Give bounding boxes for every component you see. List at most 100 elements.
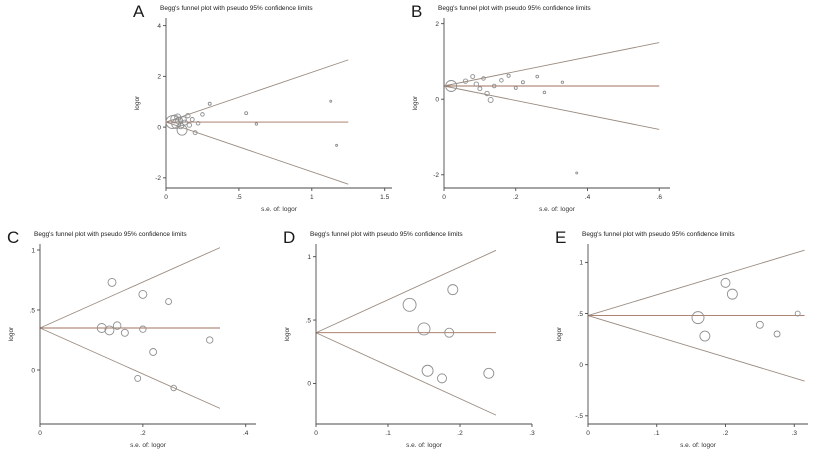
study-point: [112, 321, 122, 330]
study-point: [477, 86, 483, 92]
panel-letter-d: D: [283, 228, 296, 247]
study-point: [402, 297, 417, 312]
y-tick-label: .5: [30, 307, 36, 314]
y-tick-label: 4: [157, 23, 161, 30]
y-tick-label: 0: [157, 124, 161, 131]
study-point: [244, 111, 249, 116]
y-tick-label: 0: [31, 367, 35, 374]
study-point: [470, 74, 476, 80]
study-point: [189, 117, 195, 122]
panel-letter-c: C: [7, 228, 20, 247]
study-point: [138, 289, 148, 299]
y-tick-label: 0: [435, 97, 439, 104]
study-point: [699, 330, 711, 342]
panel-a: A Begg's funnel plot with pseudo 95% con…: [126, 2, 404, 218]
plot-title: Begg's funnel plot with pseudo 95% confi…: [310, 231, 463, 238]
plot-title: Begg's funnel plot with pseudo 95% confi…: [34, 231, 187, 238]
panel-letter-b: B: [411, 2, 423, 21]
funnel-upper-limit-line: [443, 42, 660, 87]
x-tick-label: 0: [586, 430, 590, 437]
x-axis-label: s.e. of: logor: [261, 206, 298, 213]
y-axis-label: logor: [412, 95, 419, 110]
y-tick-label: 0: [579, 362, 583, 369]
study-point: [726, 288, 738, 300]
panel-d: D Begg's funnel plot with pseudo 95% con…: [276, 228, 544, 454]
x-tick-label: 0: [314, 430, 318, 437]
plot-title: Begg's funnel plot with pseudo 95% confi…: [582, 231, 735, 238]
funnel-upper-limit-line: [587, 249, 805, 317]
study-point: [107, 277, 117, 287]
study-point: [487, 97, 494, 103]
study-point: [185, 113, 191, 119]
plot-svg: Begg's funnel plot with pseudo 95% confi…: [556, 231, 808, 449]
y-tick-label: 2: [435, 21, 439, 28]
study-point: [134, 374, 142, 382]
study-point: [484, 90, 490, 97]
funnel-lower-limit-line: [165, 121, 349, 185]
funnel-lower-limit-line: [315, 332, 497, 416]
study-point: [206, 336, 214, 344]
y-tick-label: 1: [307, 254, 311, 261]
study-point: [329, 99, 333, 103]
study-point: [207, 101, 212, 106]
study-point: [575, 171, 579, 175]
study-point: [491, 83, 497, 89]
y-axis-label: logor: [134, 95, 141, 110]
study-point: [104, 325, 115, 336]
y-tick-label: -.5: [575, 413, 583, 420]
x-tick-label: .3: [529, 430, 535, 437]
study-point: [483, 367, 495, 379]
y-tick-label: .5: [306, 317, 312, 324]
funnel-lower-limit-line: [39, 327, 221, 409]
y-tick-label: 0: [307, 381, 311, 388]
x-axis-label: s.e. of: logor: [539, 206, 576, 213]
study-point: [720, 277, 731, 288]
funnel-upper-limit-line: [39, 247, 221, 329]
plot-svg: Begg's funnel plot with pseudo 95% confi…: [134, 5, 392, 213]
y-tick-label: .5: [578, 311, 584, 318]
funnel-plot-d: Begg's funnel plot with pseudo 95% confi…: [276, 228, 544, 454]
study-point: [335, 143, 339, 147]
x-tick-label: .3: [792, 430, 798, 437]
study-point: [149, 348, 158, 356]
study-point: [437, 373, 447, 384]
study-point: [542, 90, 547, 95]
study-point: [165, 298, 173, 306]
plot-svg: Begg's funnel plot with pseudo 95% confi…: [412, 5, 670, 213]
y-tick-label: -2: [155, 175, 161, 182]
study-point: [170, 384, 177, 392]
panel-e: E Begg's funnel plot with pseudo 95% con…: [548, 228, 820, 454]
panel-c: C Begg's funnel plot with pseudo 95% con…: [0, 228, 268, 454]
study-point: [254, 122, 259, 126]
study-point: [755, 320, 764, 329]
funnel-upper-limit-line: [315, 249, 497, 334]
study-point: [520, 80, 525, 85]
study-point: [691, 311, 705, 325]
y-tick-label: -2: [433, 172, 439, 179]
plot-svg: Begg's funnel plot with pseudo 95% confi…: [8, 231, 256, 449]
x-axis-label: s.e. of: logor: [406, 442, 443, 449]
study-point: [535, 74, 540, 79]
plot-title: Begg's funnel plot with pseudo 95% confi…: [438, 5, 591, 12]
study-point: [447, 284, 459, 296]
x-tick-label: 0: [442, 194, 446, 201]
x-tick-label: .5: [236, 194, 242, 201]
y-tick-label: 1: [31, 247, 35, 254]
study-point: [195, 121, 201, 126]
funnel-plot-c: Begg's funnel plot with pseudo 95% confi…: [0, 228, 268, 454]
funnel-plot-b: Begg's funnel plot with pseudo 95% confi…: [404, 2, 682, 218]
study-point: [186, 122, 192, 128]
y-axis-label: logor: [556, 326, 563, 341]
study-point: [481, 76, 486, 81]
study-point: [421, 364, 434, 377]
study-point: [120, 328, 129, 337]
x-tick-label: .1: [385, 430, 391, 437]
x-tick-label: .6: [657, 194, 663, 201]
funnel-upper-limit-line: [165, 59, 349, 123]
y-tick-label: 1: [579, 260, 583, 267]
study-point: [513, 85, 518, 90]
study-point: [139, 325, 147, 333]
x-tick-label: .1: [654, 430, 660, 437]
study-point: [794, 310, 801, 317]
